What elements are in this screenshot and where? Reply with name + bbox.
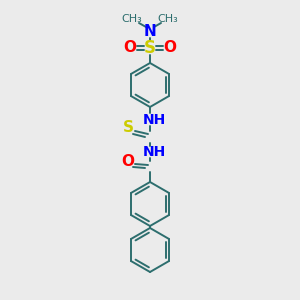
Text: NH: NH [142, 145, 166, 159]
Text: N: N [144, 25, 156, 40]
Text: O: O [164, 40, 176, 56]
Text: O: O [124, 40, 136, 56]
Text: S: S [122, 121, 134, 136]
Text: S: S [144, 39, 156, 57]
Text: O: O [122, 154, 134, 169]
Text: NH: NH [142, 113, 166, 127]
Text: CH₃: CH₃ [158, 14, 178, 24]
Text: CH₃: CH₃ [122, 14, 142, 24]
